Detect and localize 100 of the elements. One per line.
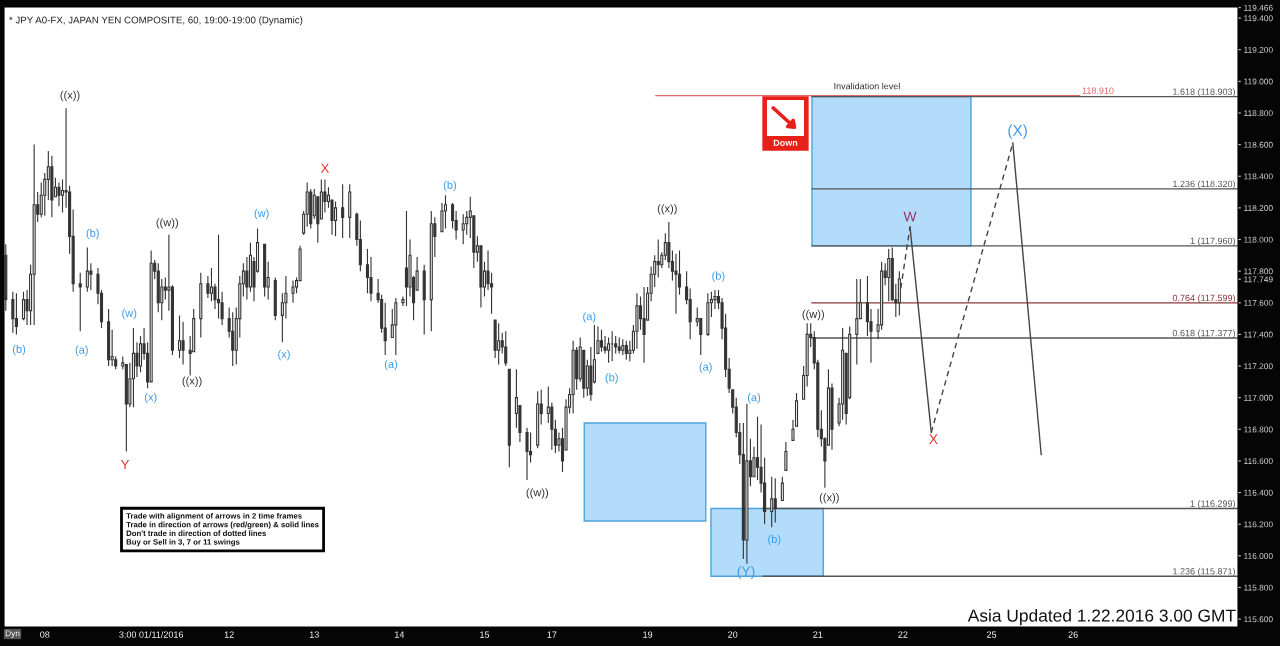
annotation: Asia Updated 1.22.2016 3.00 GMT <box>967 608 1236 626</box>
annotation: (x) <box>278 349 290 361</box>
y-tick-label: 119.400 <box>1244 15 1273 22</box>
candlestick <box>497 322 501 366</box>
candlestick <box>78 272 82 332</box>
candlestick <box>461 213 465 245</box>
ref-line-label: 118.910 <box>1082 87 1114 94</box>
annotation: (Y) <box>737 565 755 579</box>
annotation: (x) <box>144 392 157 404</box>
annotation: ((w)) <box>156 218 178 229</box>
candlestick <box>770 476 774 528</box>
candlestick <box>507 368 511 468</box>
x-tick-label: 3:00 01/11/2016 <box>119 631 184 638</box>
candlestick <box>599 329 604 353</box>
y-tick-label: 118.600 <box>1244 141 1273 148</box>
x-tick-label: 25 <box>986 631 997 638</box>
x-tick-label: 20 <box>728 631 738 638</box>
candlestick <box>422 264 426 335</box>
y-tick-label: 116.600 <box>1244 458 1273 465</box>
y-tick-label: 117.800 <box>1244 268 1273 275</box>
candlestick <box>11 291 15 334</box>
candlestick <box>199 272 203 339</box>
annotation: ((w)) <box>802 309 824 321</box>
candlestick <box>635 292 639 350</box>
candlestick <box>231 311 235 367</box>
x-tick-label: 12 <box>224 631 234 638</box>
candlestick <box>348 183 352 239</box>
ref-line-label: 1.618 (118.903) <box>1173 88 1235 97</box>
candlestick <box>571 340 575 415</box>
annotation: (a) <box>384 359 398 371</box>
x-tick-label: 21 <box>813 631 823 638</box>
annotation: ((x)) <box>60 90 80 102</box>
candlestick <box>624 340 628 361</box>
candlestick <box>887 248 891 302</box>
y-tick-label: 118.000 <box>1244 236 1273 243</box>
x-tick-label: 14 <box>395 631 405 638</box>
x-tick-label: 13 <box>309 631 319 638</box>
y-tick-label: 119.466 <box>1244 4 1273 11</box>
y-tick-label: 118.200 <box>1244 205 1273 211</box>
y-tick-label: 117.000 <box>1244 394 1273 401</box>
annotation: Down <box>773 139 798 146</box>
ref-line-label: 0.618 (117.377) <box>1172 329 1235 339</box>
annotation: Invalidation level <box>834 82 900 90</box>
ref-line-label: 1.236 (115.871) <box>1173 567 1235 577</box>
candlestick <box>32 144 36 326</box>
x-tick-label: 17 <box>547 631 557 638</box>
annotation: (a) <box>747 393 761 404</box>
annotation: (w) <box>122 308 137 320</box>
ref-line-label: 1 (116.299) <box>1190 500 1235 509</box>
candlestick <box>897 270 901 316</box>
candlestick <box>131 327 135 408</box>
annotation: (b) <box>443 180 457 192</box>
candlestick <box>273 276 277 321</box>
y-tick-label: 118.800 <box>1244 110 1273 117</box>
y-tick-label: 116.000 <box>1244 553 1273 559</box>
y-tick-label: 115.800 <box>1244 584 1273 591</box>
y-tick-label: 115.600 <box>1244 616 1273 623</box>
ref-line-label: 1.236 (118.320) <box>1173 180 1235 189</box>
candlestick <box>21 291 26 321</box>
candlestick <box>617 337 621 354</box>
annotation: ((x)) <box>819 493 839 504</box>
candlestick <box>780 476 784 502</box>
y-tick-label: 116.800 <box>1244 426 1273 433</box>
candlestick <box>429 210 433 332</box>
candlestick <box>504 330 508 367</box>
candlestick <box>107 308 111 367</box>
annotation: W <box>903 211 917 222</box>
candlestick <box>404 210 409 307</box>
annotation: (b) <box>605 373 618 384</box>
annotation: X <box>929 434 938 444</box>
annotation: (X) <box>1008 124 1027 139</box>
candlestick <box>291 280 295 304</box>
annotation: X <box>320 163 330 173</box>
annotation: Y <box>120 460 130 470</box>
annotation: (a) <box>75 345 88 356</box>
x-tick-label: 26 <box>1068 631 1078 638</box>
annotation: (a) <box>583 312 596 323</box>
x-tick-label: 19 <box>643 631 653 638</box>
candlestick <box>14 292 18 335</box>
y-tick-label: 119.000 <box>1244 78 1273 85</box>
annotation: (b) <box>86 228 99 240</box>
annotation: (b) <box>712 271 725 282</box>
candlestick <box>706 292 710 337</box>
candlestick <box>855 278 859 366</box>
text: Dyn <box>5 630 20 638</box>
candlestick <box>621 338 625 356</box>
annotation: (a) <box>699 362 712 373</box>
annotation: ((w)) <box>526 488 549 499</box>
y-tick-label: 117.200 <box>1244 363 1273 370</box>
x-tick-label: 22 <box>898 631 908 638</box>
annotation: (b) <box>12 344 26 356</box>
candlestick <box>674 253 678 315</box>
candlestick <box>263 243 267 297</box>
annotation: (b) <box>768 534 781 546</box>
candlestick <box>525 427 529 481</box>
candlestick <box>536 390 540 449</box>
candlestick <box>784 441 788 471</box>
candlestick <box>4 243 8 312</box>
candlestick <box>341 183 345 239</box>
y-tick-label: 116.400 <box>1244 489 1273 496</box>
